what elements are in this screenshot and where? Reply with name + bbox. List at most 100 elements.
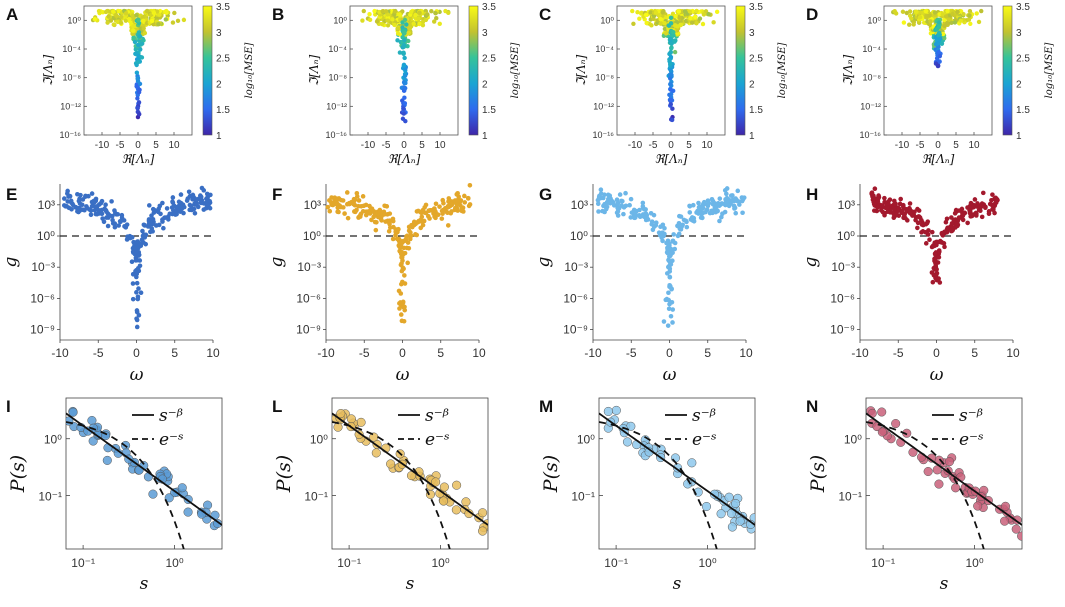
data-point [132, 245, 138, 251]
data-point [406, 245, 412, 251]
data-point [399, 318, 405, 324]
x-axis-label: ℜ[Λₙ] [122, 152, 155, 166]
data-point [1000, 501, 1011, 511]
data-point [130, 281, 136, 286]
y-tick-label: 10⁰ [600, 15, 614, 25]
scatter-points [866, 406, 1022, 541]
spectrum-point [110, 9, 116, 14]
y-tick-label: 10⁻³ [31, 260, 55, 274]
spectrum-point [666, 23, 672, 28]
panel-A: A 10⁻¹⁶ 10⁻¹² 10⁻⁸ 10⁻⁴ 10⁰ -10 -5 0 5 10 ℜ[Λₙ] ℑ[Λₙ… [6, 2, 255, 166]
data-point [960, 212, 966, 218]
data-point [882, 195, 887, 201]
data-point [960, 217, 966, 223]
data-point [360, 208, 366, 214]
x-tick-label: -5 [116, 140, 125, 151]
y-tick-label: 10³ [838, 198, 855, 212]
colorbar-tick-label: 2 [749, 79, 755, 90]
data-point [701, 199, 707, 205]
spectrum-point [433, 11, 438, 16]
data-point [617, 192, 623, 197]
data-point [667, 254, 672, 259]
data-point [1011, 524, 1021, 534]
data-point [135, 296, 141, 302]
spectrum-point [669, 41, 674, 46]
spectrum-point [667, 92, 672, 98]
data-point [399, 261, 404, 266]
data-point [882, 199, 887, 205]
data-point [130, 249, 136, 254]
data-point [372, 211, 378, 216]
spectrum-point [658, 16, 663, 22]
data-point [75, 191, 80, 197]
data-point [640, 200, 646, 206]
colorbar-tick-label: 3 [482, 28, 488, 39]
spectrum-point [131, 16, 136, 21]
spectrum-point [136, 17, 141, 23]
x-tick-label: -10 [317, 346, 335, 360]
data-point [934, 479, 944, 489]
x-axis-label: ℜ[Λₙ] [922, 152, 955, 166]
colorbar-tick-label: 1 [482, 131, 488, 142]
data-point [460, 205, 466, 211]
x-tick-label: -5 [893, 346, 904, 360]
data-point [622, 437, 633, 447]
data-point [989, 197, 994, 203]
data-point [398, 244, 404, 249]
data-point [643, 211, 649, 216]
data-point [901, 205, 906, 210]
spectrum-point [417, 10, 422, 16]
spectrum-point [668, 61, 673, 66]
data-point [945, 225, 950, 231]
exponential-line [599, 421, 718, 549]
data-point [336, 409, 346, 419]
y-tick-label: 10⁻⁸ [595, 73, 614, 83]
spectrum-point [932, 10, 938, 15]
spectrum-point [668, 36, 673, 41]
legend: s⁻ᵝ e⁻ˢ [665, 406, 717, 450]
spectrum-point [967, 13, 972, 18]
data-point [199, 185, 205, 191]
spectrum-point [144, 8, 150, 14]
plot-area [599, 405, 755, 549]
data-point [605, 192, 611, 198]
x-axis-label: ω [663, 365, 677, 385]
data-point [932, 465, 942, 475]
scatter-points [325, 183, 473, 324]
data-point [402, 273, 407, 278]
data-point [615, 209, 621, 214]
spectrum-point [130, 28, 136, 33]
spectrum-point [668, 102, 674, 107]
x-tick-label: 10 [739, 346, 753, 360]
x-tick-label: 10 [206, 346, 220, 360]
x-tick-label: -10 [628, 140, 643, 151]
data-point [373, 227, 379, 233]
data-point [986, 211, 992, 216]
data-point [933, 263, 939, 268]
data-point [944, 457, 955, 467]
data-point [440, 197, 446, 203]
data-point [98, 200, 104, 206]
data-point [664, 296, 670, 302]
data-point [192, 211, 198, 216]
data-point [399, 239, 405, 245]
data-point [904, 209, 909, 214]
data-point [93, 211, 99, 217]
exponential-line [332, 421, 451, 549]
y-axis-label: P(s) [273, 455, 295, 493]
data-point [930, 279, 936, 285]
data-point [431, 208, 436, 213]
spectrum-point [164, 8, 169, 14]
x-tick-label: 5 [953, 140, 959, 151]
panel-N: N 10⁻¹ 10⁻¹ 10⁰ 10⁰ s P(s) s⁻ᵝ e⁻ˢ [806, 397, 1023, 594]
data-point [86, 207, 92, 212]
legend-label: e⁻ˢ [425, 430, 450, 450]
data-point [634, 208, 639, 214]
panel-H: H 10⁻⁹ 10⁻⁶ 10⁻³ 10⁰ 10³ -10 -5 0 5 10 ω g [801, 184, 1020, 385]
spectrum-point [955, 9, 960, 15]
colorbar-tick-label: 1 [216, 131, 222, 142]
data-point [110, 217, 115, 223]
data-point [183, 507, 193, 517]
x-tick-label: 0 [399, 346, 406, 360]
spectrum-point [425, 12, 430, 17]
